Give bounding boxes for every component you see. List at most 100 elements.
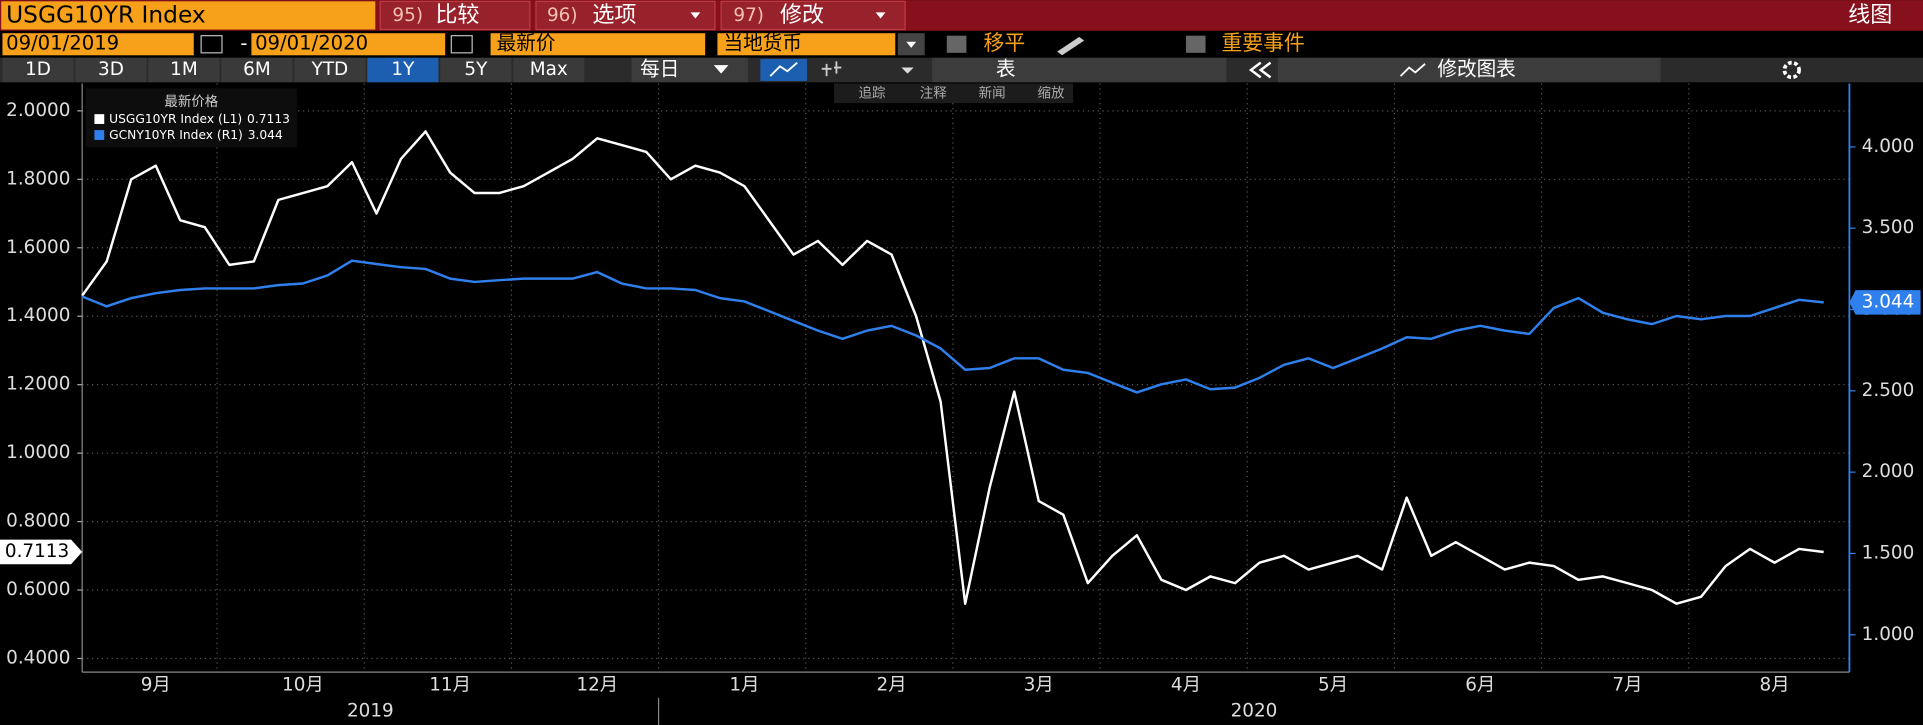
- series-line: [81, 259, 1824, 394]
- button-label: 修改: [780, 3, 824, 28]
- table-button[interactable]: [932, 57, 1227, 83]
- year-label: 2020: [1231, 700, 1278, 721]
- range-label: 1M: [170, 59, 198, 80]
- x-tick-label: 11月: [429, 675, 471, 696]
- x-tick-label: 10月: [282, 675, 324, 696]
- currency: 当地货币: [724, 32, 802, 55]
- range-label: 1Y: [391, 59, 415, 80]
- dropdown-arrow: [875, 12, 886, 19]
- frequency: 每日: [640, 58, 679, 81]
- legend-entry: GCNY10YR Index (R1) 3.044: [109, 128, 283, 142]
- y2-tick-label: 2.000: [1862, 461, 1915, 482]
- line-icon: [769, 61, 798, 77]
- chart-tools: [833, 83, 1074, 104]
- range-label: 5Y: [464, 59, 488, 80]
- dropdown-arrow: [690, 12, 701, 19]
- edit-chart-button[interactable]: [1277, 57, 1661, 83]
- chart-icon: [1399, 63, 1426, 77]
- table-label: 表: [996, 58, 1016, 81]
- dropdown-arrow: [906, 41, 917, 48]
- range-button[interactable]: [440, 57, 512, 83]
- y2-tick-label: 2.500: [1862, 380, 1915, 401]
- button-label: 选项: [592, 3, 636, 28]
- y-tick-label: 0.6000: [6, 579, 70, 600]
- collapse-icon[interactable]: [1248, 61, 1272, 79]
- x-tick-label: 4月: [1171, 675, 1201, 696]
- checkbox[interactable]: [946, 35, 967, 53]
- x-tick-label: 9月: [141, 675, 171, 696]
- range-button[interactable]: [513, 57, 585, 83]
- x-tick-label: 2月: [877, 675, 907, 696]
- chart-tool[interactable]: 新闻: [979, 85, 1006, 101]
- legend-entry: USGG10YR Index (L1) 0.7113: [109, 112, 290, 126]
- settings-icon[interactable]: [1782, 60, 1801, 80]
- range-button[interactable]: [294, 57, 366, 83]
- range-label: 6M: [243, 59, 271, 80]
- x-tick-label: 1月: [729, 675, 759, 696]
- y2-tick-label: 4.000: [1862, 136, 1915, 157]
- field-select[interactable]: [490, 33, 706, 56]
- range-label: 3D: [98, 59, 124, 80]
- chart-tool[interactable]: 缩放: [1038, 85, 1065, 101]
- x-tick-label: 5月: [1318, 675, 1348, 696]
- y-tick-label: 1.8000: [6, 168, 70, 189]
- range-label: 1D: [25, 59, 51, 80]
- line-chart-button[interactable]: [760, 58, 807, 82]
- currency-select[interactable]: [717, 33, 896, 56]
- y-tick-label: 1.2000: [6, 374, 70, 395]
- pencil-icon[interactable]: [1057, 36, 1085, 56]
- button-number: 95): [392, 5, 423, 26]
- range-button[interactable]: [75, 57, 147, 83]
- range-group: 1D 3D 1M 6M YTD 1Y 5Y Max: [2, 57, 585, 83]
- option-label: 重要事件: [1221, 31, 1304, 55]
- series-line: [81, 130, 1824, 605]
- chart-tool[interactable]: 追踪: [858, 85, 885, 101]
- date-input[interactable]: [251, 33, 446, 56]
- range-label: YTD: [311, 59, 349, 80]
- last-value-tag: [1849, 290, 1921, 315]
- legend-swatch: [94, 130, 105, 140]
- calendar-icon[interactable]: [200, 35, 223, 54]
- last-value-label: 0.7113: [5, 541, 69, 562]
- range-button[interactable]: [221, 57, 293, 83]
- end-date: 09/01/2020: [255, 32, 368, 55]
- y-tick-label: 0.8000: [6, 511, 70, 532]
- range-button[interactable]: [148, 57, 220, 83]
- chart-tool[interactable]: 注释: [920, 85, 947, 101]
- last-value-tag: [0, 539, 83, 565]
- dropdown-arrow[interactable]: [901, 67, 914, 74]
- range-button[interactable]: [367, 57, 439, 83]
- ticker-box[interactable]: [1, 1, 376, 30]
- x-tick-label: 8月: [1760, 675, 1790, 696]
- year-label: 2019: [347, 700, 394, 721]
- chart: 0.4000 0.6000 0.8000 1.0000 1.2000 1.4000 1.60…: [0, 83, 1921, 725]
- y-tick-label: 0.4000: [6, 647, 70, 668]
- y2-tick-label: 1.000: [1862, 624, 1915, 645]
- calendar-icon[interactable]: [450, 35, 473, 54]
- x-tick-label: 6月: [1465, 675, 1495, 696]
- x-tick-label: 3月: [1024, 675, 1054, 696]
- range-button[interactable]: [2, 57, 74, 83]
- range-label: Max: [530, 59, 568, 80]
- button-number: 96): [547, 5, 578, 26]
- frequency-select[interactable]: [631, 57, 749, 83]
- date-input[interactable]: [2, 33, 194, 56]
- bar-icon[interactable]: [821, 61, 842, 77]
- legend-value: 0.7113: [247, 112, 290, 126]
- button[interactable]: [720, 0, 906, 31]
- y-tick-label: 2.0000: [6, 100, 70, 121]
- x-tick-label: 12月: [576, 675, 618, 696]
- legend-title: 最新价格: [164, 94, 218, 110]
- option-label: 移平: [984, 31, 1026, 55]
- button[interactable]: [379, 0, 531, 31]
- x-tick-label: 7月: [1612, 675, 1642, 696]
- y2-tick-label: 3.500: [1862, 217, 1915, 238]
- ticker: USGG10YR Index: [6, 2, 206, 29]
- legend-swatch: [94, 114, 105, 124]
- button[interactable]: [535, 0, 716, 31]
- price-field: 最新价: [497, 32, 556, 55]
- checkbox[interactable]: [1185, 35, 1206, 53]
- dropdown-arrow: [713, 65, 729, 74]
